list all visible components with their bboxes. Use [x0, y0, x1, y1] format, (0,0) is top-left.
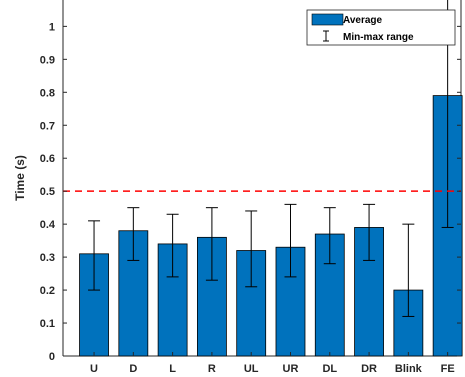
- legend-label-average: Average: [343, 15, 383, 26]
- x-tick-label: U: [90, 363, 98, 375]
- x-tick-label: Blink: [395, 363, 423, 375]
- legend-label-range: Min-max range: [343, 32, 414, 43]
- legend: Average Min-max range: [306, 9, 456, 46]
- x-tick-label: FE: [441, 363, 455, 375]
- y-tick-label: 0.1: [40, 318, 55, 330]
- y-axis-ticks: 0 0.1 0.2 0.3 0.4 0.5 0.6 0.7 0.8 0.9 1: [40, 21, 461, 363]
- y-tick-label: 0.5: [40, 186, 55, 198]
- y-tick-label: 0.2: [40, 285, 55, 297]
- x-axis-ticks: U D L R UL UR DL DR Blink FE: [90, 352, 455, 375]
- x-tick-label: DR: [361, 363, 377, 375]
- x-tick-label: R: [208, 363, 216, 375]
- legend-swatch-average: [311, 13, 344, 26]
- x-tick-label: UL: [244, 363, 259, 375]
- x-tick-label: UR: [283, 363, 299, 375]
- y-tick-label: 0.8: [40, 87, 55, 99]
- y-axis-title: Time (s): [13, 155, 27, 201]
- y-tick-label: 0.4: [40, 219, 56, 231]
- error-bar-l: [166, 213, 179, 278]
- error-bar-ur: [284, 203, 297, 278]
- error-bar-d: [127, 207, 140, 261]
- x-tick-label: DL: [322, 363, 337, 375]
- x-tick-label: D: [129, 363, 137, 375]
- error-bar-u: [88, 220, 101, 291]
- y-tick-label: 1: [49, 21, 55, 33]
- error-bar-ul: [245, 210, 258, 288]
- y-tick-label: 0.6: [40, 153, 55, 165]
- error-bar-blink: [402, 223, 415, 317]
- legend-errorbar-icon: [323, 30, 329, 42]
- error-bar-r: [205, 207, 218, 281]
- y-tick-label: 0.3: [40, 252, 55, 264]
- y-tick-label: 0.7: [40, 120, 55, 132]
- error-bar-dr: [363, 203, 376, 261]
- x-tick-label: L: [169, 363, 176, 375]
- error-bars-group: [88, 0, 454, 317]
- y-tick-label: 0: [49, 351, 55, 363]
- error-bar-dl: [323, 207, 336, 265]
- y-tick-label: 0.9: [40, 54, 55, 66]
